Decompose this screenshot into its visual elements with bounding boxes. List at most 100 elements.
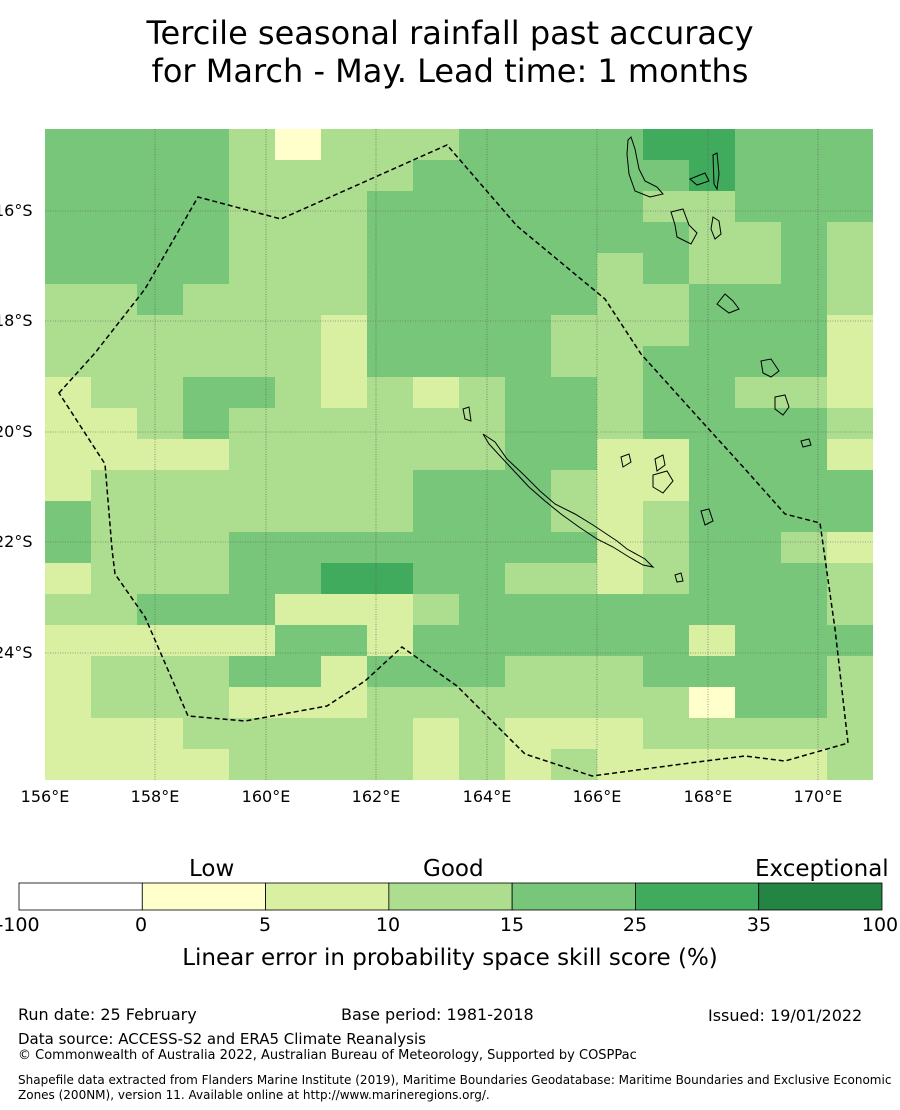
island-vanuatu-north [626,136,664,198]
skill-cell [229,439,276,471]
skill-cell [643,191,690,223]
skill-cell [229,687,276,719]
skill-cell [735,284,782,316]
skill-cell [735,563,782,595]
colorbar-tick: 15 [499,914,525,936]
skill-cell [551,439,598,471]
skill-cell [183,718,230,750]
skill-cell [735,129,782,161]
skill-cell [45,284,92,316]
skill-cell [321,656,368,688]
colorbar [18,882,883,911]
skill-cell [689,563,736,595]
skill-cell [597,625,644,657]
skill-cell [413,532,460,564]
skill-cell [689,687,736,719]
skill-cell [413,718,460,750]
skill-cell [229,284,276,316]
skill-cell [689,470,736,502]
skill-cell [827,718,873,750]
skill-cell [183,346,230,378]
skill-cell [735,408,782,440]
skill-cell [643,563,690,595]
skill-cell [781,625,828,657]
skill-cell [229,315,276,347]
skill-cell [367,625,414,657]
skill-cell [643,687,690,719]
skill-cell [781,129,828,161]
skill-cell [597,315,644,347]
skill-cell [45,222,92,254]
skill-cell [91,408,138,440]
skill-cell [597,222,644,254]
category-low: Low [189,856,235,882]
skill-cell [275,656,322,688]
lat-tick: 16°S [0,201,33,220]
skill-cell [45,594,92,626]
title-line-2: for March - May. Lead time: 1 months [151,52,749,90]
skill-cell [597,470,644,502]
skill-cell [321,408,368,440]
skill-cell [597,749,644,780]
skill-cell [137,532,184,564]
skill-cell [781,532,828,564]
skill-cell [45,439,92,471]
skill-cell [45,191,92,223]
skill-grid [45,129,873,780]
skill-cell [597,501,644,533]
skill-cell [137,687,184,719]
skill-cell [275,129,322,161]
colorbar-label: Linear error in probability space skill … [182,945,718,971]
colorbar-tick: 35 [746,914,772,936]
skill-cell [459,594,506,626]
eez-outline [58,144,849,777]
skill-cell [459,408,506,440]
skill-cell [275,563,322,595]
colorbar-segment [265,882,390,911]
island-vanuatu-b [712,152,720,191]
skill-cell [827,222,873,254]
skill-cell [275,408,322,440]
skill-cell [643,408,690,440]
skill-cell [229,222,276,254]
skill-cell [45,501,92,533]
skill-cell [229,656,276,688]
skill-cell [183,687,230,719]
skill-cell [643,625,690,657]
skill-cell [459,718,506,750]
skill-cell [505,439,552,471]
skill-cell [229,408,276,440]
skill-cell [183,501,230,533]
skill-cell [367,532,414,564]
skill-cell [459,129,506,161]
skill-cell [505,191,552,223]
skill-cell [183,284,230,316]
skill-cell [183,377,230,409]
skill-cell [367,408,414,440]
skill-cell [827,408,873,440]
island-vanuatu-d [670,208,698,245]
lat-tick: 20°S [0,422,33,441]
skill-cell [137,160,184,192]
skill-cell [551,656,598,688]
skill-cell [275,191,322,223]
island-belep [462,406,472,422]
skill-cell [781,253,828,285]
skill-cell [45,532,92,564]
skill-cell [413,160,460,192]
skill-cell [781,749,828,780]
skill-cell [91,222,138,254]
lat-tick: 22°S [0,532,33,551]
skill-cell [367,284,414,316]
skill-cell [229,501,276,533]
colorbar-segment [388,882,513,911]
skill-cell [413,129,460,161]
skill-cell [597,718,644,750]
skill-cell [321,718,368,750]
skill-cell [321,160,368,192]
skill-cell [45,253,92,285]
skill-cell [321,191,368,223]
land-islands [462,136,812,583]
skill-cell [689,656,736,688]
lon-tick: 166°E [572,787,622,806]
